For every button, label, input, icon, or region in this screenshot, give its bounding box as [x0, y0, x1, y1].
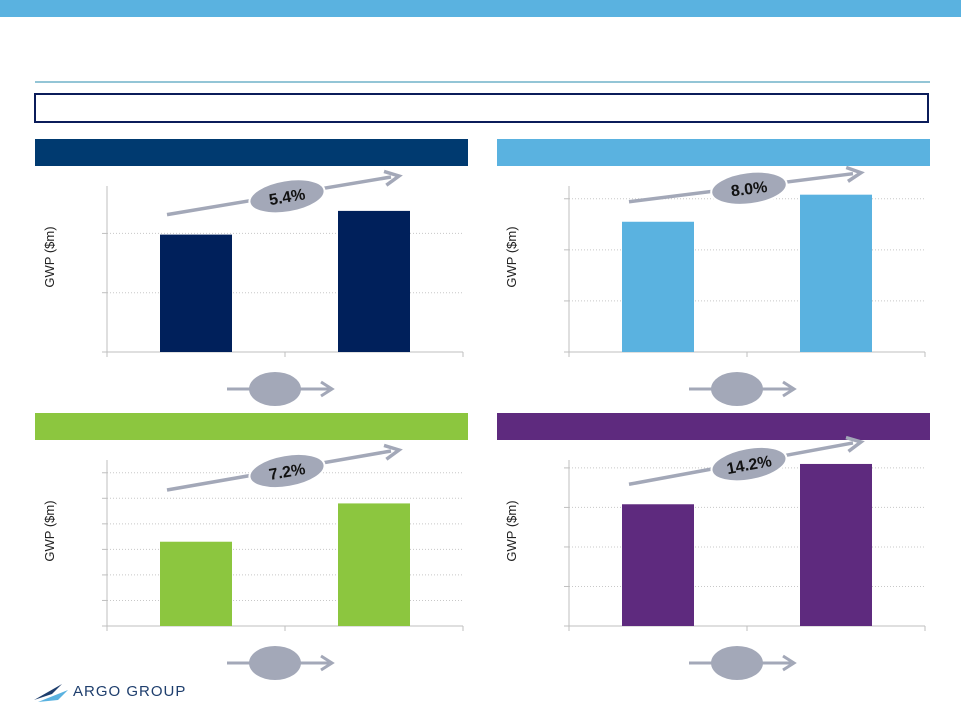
- bar: [800, 463, 872, 626]
- period-arrow-head: [320, 380, 335, 398]
- title-rule: [35, 81, 930, 83]
- period-arrow-head: [782, 654, 797, 672]
- chart-2: GWP ($m) 8.0%: [497, 165, 930, 413]
- growth-label: 7.2%: [268, 461, 307, 484]
- top-band: [0, 0, 961, 17]
- growth-arrow-head: [383, 169, 403, 187]
- bar: [622, 504, 694, 626]
- bar: [160, 541, 232, 626]
- argo-group-logo: ARGO GROUP: [32, 676, 192, 704]
- growth-badge: [248, 452, 326, 490]
- growth-arrow-head: [383, 443, 403, 461]
- bar: [800, 194, 872, 352]
- growth-badge: [710, 445, 788, 483]
- chart-3: GWP ($m) 7.2%: [35, 442, 468, 687]
- growth-arrow-head: [845, 165, 865, 183]
- growth-badge: [710, 170, 788, 206]
- period-badge: [249, 646, 301, 680]
- bar: [622, 221, 694, 352]
- chart-4: GWP ($m) 14.2%: [497, 435, 930, 687]
- argo-wing-icon: [34, 684, 68, 702]
- bar: [338, 503, 410, 626]
- growth-label: 8.0%: [730, 179, 768, 200]
- panel-header-2: [497, 139, 930, 166]
- period-arrow-head: [782, 380, 797, 398]
- y-axis-label: GWP ($m): [504, 226, 519, 287]
- growth-arrow-head: [845, 435, 865, 453]
- panel-header-3: [35, 413, 468, 440]
- callout-box: [34, 93, 929, 123]
- brand-name: ARGO GROUP: [73, 683, 187, 700]
- period-badge: [711, 372, 763, 406]
- bar: [338, 210, 410, 352]
- growth-badge: [248, 178, 326, 215]
- period-badge: [711, 646, 763, 680]
- panel-header-4: [497, 413, 930, 440]
- chart-1: GWP ($m) 5.4%: [35, 168, 468, 413]
- bar: [160, 234, 232, 352]
- panel-header-1: [35, 139, 468, 166]
- period-badge: [249, 372, 301, 406]
- y-axis-label: GWP ($m): [42, 500, 57, 561]
- growth-label: 5.4%: [268, 186, 307, 209]
- y-axis-label: GWP ($m): [504, 500, 519, 561]
- period-arrow-head: [320, 654, 335, 672]
- y-axis-label: GWP ($m): [42, 226, 57, 287]
